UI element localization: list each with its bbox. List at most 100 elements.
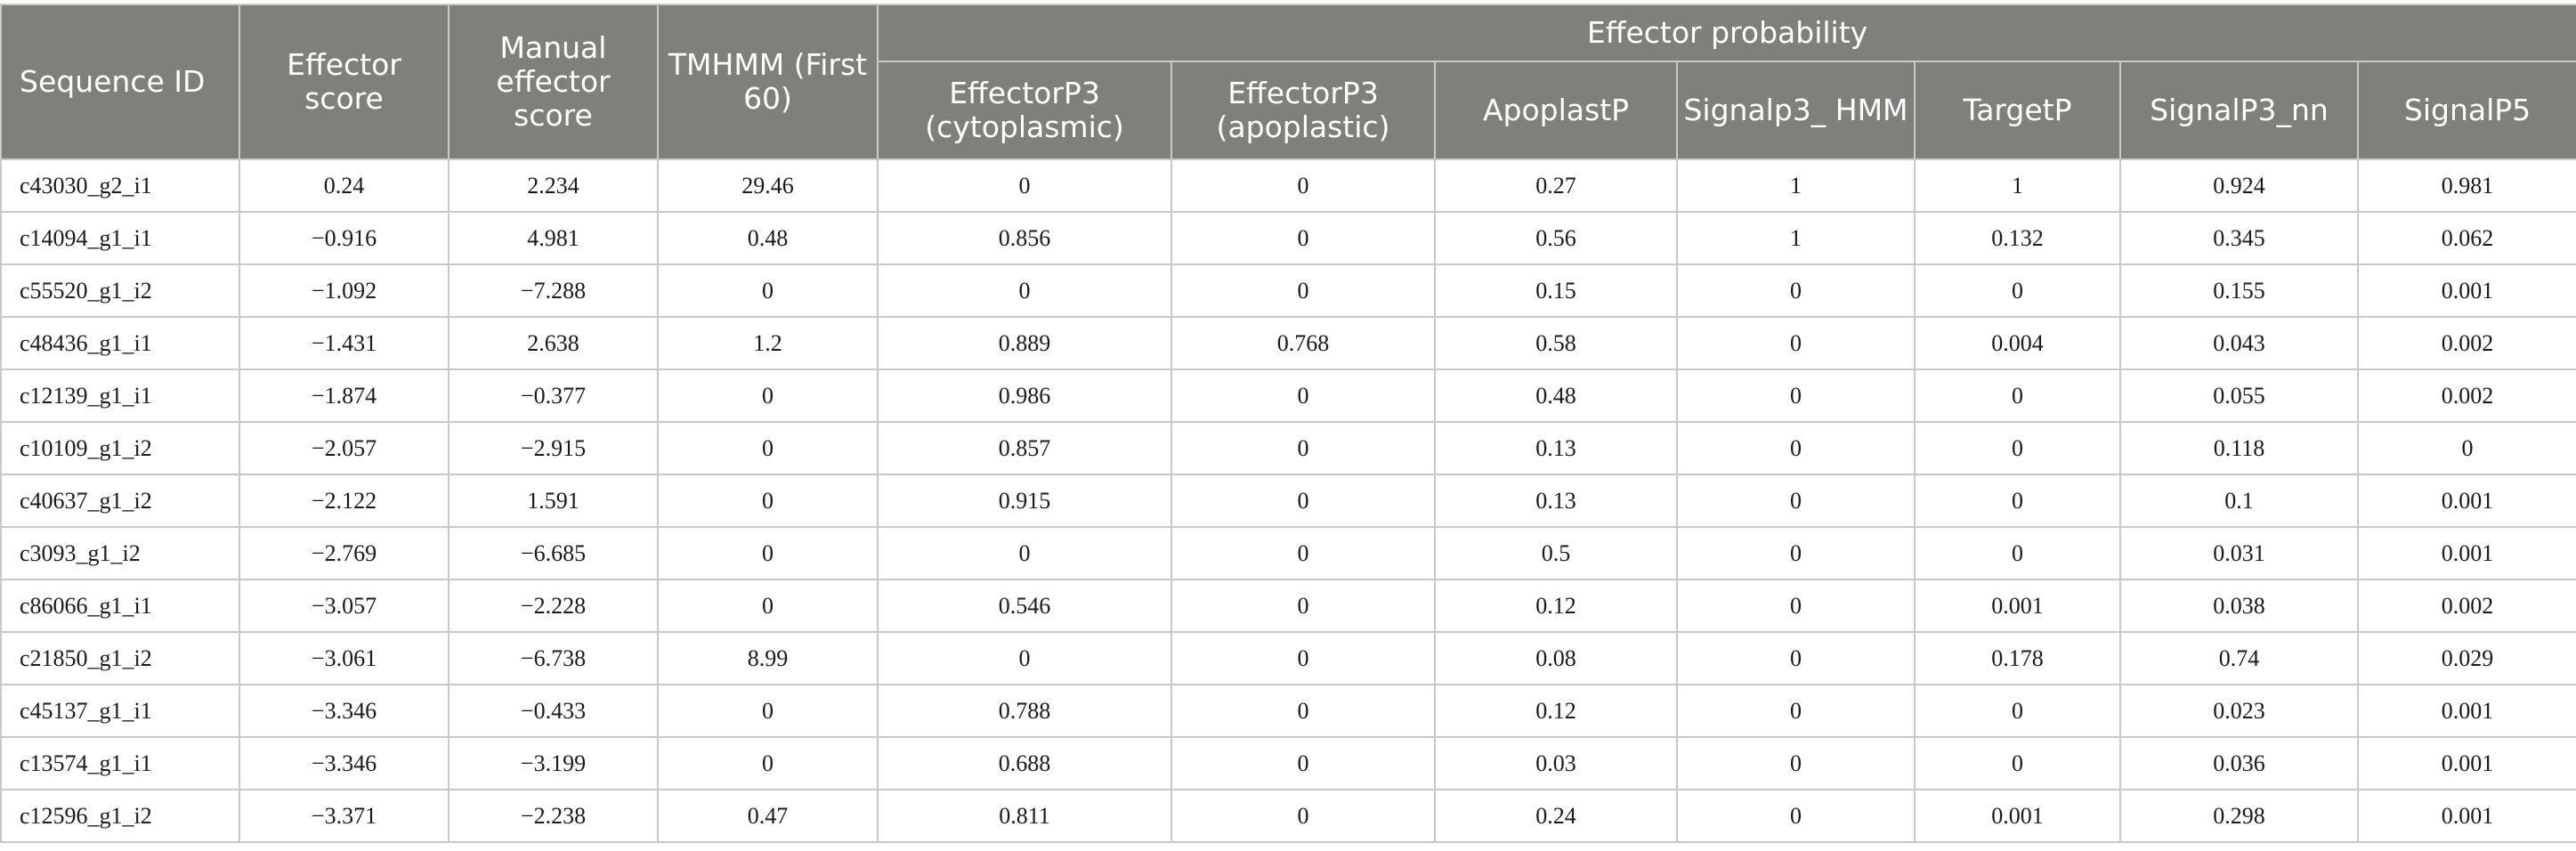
- cell-signalp3-nn: 0.345: [2119, 211, 2359, 265]
- cell-sequence-id: c55520_g1_i2: [0, 263, 240, 318]
- cell-signalp3-hmm: 0: [1676, 316, 1916, 370]
- cell-signalp3-hmm: 0: [1676, 579, 1916, 633]
- cell-tmhmm: 0: [657, 684, 879, 738]
- cell-targetp: 1: [1914, 158, 2121, 213]
- col-header-effectorp3-apoplastic: EffectorP3 (apoplastic): [1171, 61, 1436, 160]
- col-header-targetp: TargetP: [1914, 61, 2121, 160]
- cell-effectorp3-cytoplasmic: 0: [877, 263, 1172, 318]
- cell-apoplastp: 0.24: [1434, 789, 1678, 843]
- col-header-apoplastp: ApoplastP: [1434, 61, 1678, 160]
- cell-targetp: 0.001: [1914, 579, 2121, 633]
- cell-signalp3-hmm: 0: [1676, 369, 1916, 423]
- header-row-bottom: EffectorP3 (cytoplasmic) EffectorP3 (apo…: [1, 61, 2576, 160]
- cell-signalp5: 0.981: [2356, 158, 2576, 213]
- cell-manual-effector-score: 2.234: [448, 158, 659, 213]
- cell-effectorp3-apoplastic: 0: [1171, 474, 1436, 528]
- col-header-tmhmm: TMHMM (First 60): [657, 4, 879, 160]
- table-row: c40637_g1_i2 −2.122 1.591 0 0.915 0 0.13 0 0 0.1 0…: [0, 474, 2576, 528]
- cell-apoplastp: 0.13: [1434, 421, 1678, 475]
- cell-effectorp3-apoplastic: 0: [1171, 684, 1436, 738]
- cell-effector-score: −3.061: [239, 631, 450, 685]
- cell-effectorp3-cytoplasmic: 0.857: [877, 421, 1172, 475]
- cell-effectorp3-cytoplasmic: 0.546: [877, 579, 1172, 633]
- cell-targetp: 0: [1914, 684, 2121, 738]
- cell-manual-effector-score: 2.638: [448, 316, 659, 370]
- cell-manual-effector-score: −0.377: [448, 369, 659, 423]
- cell-effectorp3-apoplastic: 0: [1171, 789, 1436, 843]
- cell-sequence-id: c10109_g1_i2: [0, 421, 240, 475]
- cell-effector-score: −2.769: [239, 526, 450, 580]
- cell-sequence-id: c14094_g1_i1: [0, 211, 240, 265]
- cell-signalp5: 0.001: [2356, 526, 2576, 580]
- cell-sequence-id: c13574_g1_i1: [0, 736, 240, 790]
- cell-targetp: 0.178: [1914, 631, 2121, 685]
- cell-effectorp3-cytoplasmic: 0: [877, 526, 1172, 580]
- cell-effector-score: −1.874: [239, 369, 450, 423]
- cell-targetp: 0: [1914, 369, 2121, 423]
- cell-signalp5: 0.002: [2356, 369, 2576, 423]
- cell-manual-effector-score: −2.238: [448, 789, 659, 843]
- cell-tmhmm: 0: [657, 736, 879, 790]
- table-row: c43030_g2_i1 0.24 2.234 29.46 0 0 0.27 1 1 0.924 0…: [0, 158, 2576, 213]
- table-container: Sequence ID Effector score Manual effect…: [0, 4, 2576, 843]
- table-row: c86066_g1_i1 −3.057 −2.228 0 0.546 0 0.12 0 0.00…: [0, 579, 2576, 633]
- cell-signalp3-nn: 0.043: [2119, 316, 2359, 370]
- cell-signalp3-hmm: 0: [1676, 474, 1916, 528]
- cell-effector-score: 0.24: [239, 158, 450, 213]
- cell-apoplastp: 0.48: [1434, 369, 1678, 423]
- cell-effectorp3-apoplastic: 0: [1171, 631, 1436, 685]
- cell-effector-score: −3.371: [239, 789, 450, 843]
- cell-signalp3-hmm: 0: [1676, 789, 1916, 843]
- cell-targetp: 0.001: [1914, 789, 2121, 843]
- cell-tmhmm: 1.2: [657, 316, 879, 370]
- cell-tmhmm: 0: [657, 526, 879, 580]
- cell-signalp3-hmm: 0: [1676, 421, 1916, 475]
- cell-effectorp3-apoplastic: 0.768: [1171, 316, 1436, 370]
- cell-targetp: 0.132: [1914, 211, 2121, 265]
- cell-signalp3-nn: 0.1: [2119, 474, 2359, 528]
- cell-effectorp3-cytoplasmic: 0.889: [877, 316, 1172, 370]
- cell-signalp3-hmm: 0: [1676, 736, 1916, 790]
- cell-effector-score: −2.122: [239, 474, 450, 528]
- col-header-effectorp3-cytoplasmic: EffectorP3 (cytoplasmic): [877, 61, 1172, 160]
- cell-signalp3-nn: 0.74: [2119, 631, 2359, 685]
- cell-sequence-id: c45137_g1_i1: [0, 684, 240, 738]
- cell-signalp5: 0.002: [2356, 579, 2576, 633]
- cell-apoplastp: 0.13: [1434, 474, 1678, 528]
- table-row: c13574_g1_i1 −3.346 −3.199 0 0.688 0 0.03 0 0 0.0…: [0, 736, 2576, 790]
- cell-effector-score: −3.346: [239, 736, 450, 790]
- cell-effector-score: −1.431: [239, 316, 450, 370]
- col-header-manual-effector-score: Manual effector score: [448, 4, 659, 160]
- cell-effectorp3-apoplastic: 0: [1171, 211, 1436, 265]
- cell-sequence-id: c12139_g1_i1: [0, 369, 240, 423]
- cell-manual-effector-score: −0.433: [448, 684, 659, 738]
- cell-signalp3-nn: 0.023: [2119, 684, 2359, 738]
- cell-signalp5: 0.001: [2356, 684, 2576, 738]
- table-row: c55520_g1_i2 −1.092 −7.288 0 0 0 0.15 0 0 0.155 0.…: [0, 263, 2576, 318]
- cell-sequence-id: c48436_g1_i1: [0, 316, 240, 370]
- cell-tmhmm: 0.47: [657, 789, 879, 843]
- effector-table: Sequence ID Effector score Manual effect…: [0, 4, 2576, 843]
- cell-signalp5: 0.062: [2356, 211, 2576, 265]
- cell-effectorp3-cytoplasmic: 0.856: [877, 211, 1172, 265]
- cell-targetp: 0.004: [1914, 316, 2121, 370]
- cell-signalp3-hmm: 0: [1676, 526, 1916, 580]
- cell-tmhmm: 8.99: [657, 631, 879, 685]
- cell-signalp5: 0.029: [2356, 631, 2576, 685]
- cell-apoplastp: 0.08: [1434, 631, 1678, 685]
- cell-signalp5: 0: [2356, 421, 2576, 475]
- group-header-effector-probability: Effector probability: [876, 4, 2576, 62]
- cell-signalp3-hmm: 0: [1676, 684, 1916, 738]
- cell-effectorp3-cytoplasmic: 0.688: [877, 736, 1172, 790]
- cell-tmhmm: 0.48: [657, 211, 879, 265]
- col-header-effector-score: Effector score: [239, 4, 450, 160]
- cell-effectorp3-cytoplasmic: 0.915: [877, 474, 1172, 528]
- cell-targetp: 0: [1914, 736, 2121, 790]
- table-body: c43030_g2_i1 0.24 2.234 29.46 0 0 0.27 1 1 0.924 0…: [0, 158, 2576, 843]
- cell-signalp3-nn: 0.036: [2119, 736, 2359, 790]
- table-row: c21850_g1_i2 −3.061 −6.738 8.99 0 0 0.08 0 0.178…: [0, 631, 2576, 685]
- cell-sequence-id: c86066_g1_i1: [0, 579, 240, 633]
- table-row: c12139_g1_i1 −1.874 −0.377 0 0.986 0 0.48 0 0 0.0…: [0, 369, 2576, 423]
- cell-signalp3-nn: 0.924: [2119, 158, 2359, 213]
- cell-manual-effector-score: −7.288: [448, 263, 659, 318]
